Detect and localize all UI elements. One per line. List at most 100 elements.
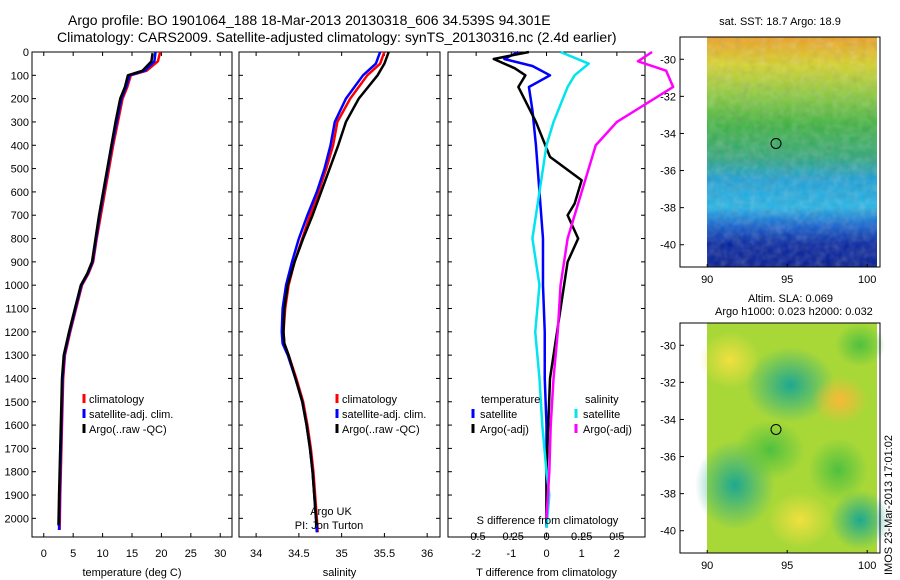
x-axis-label: T difference from climatology xyxy=(476,567,617,579)
x-tick-label: 25 xyxy=(185,548,197,560)
x-tick-label: 30 xyxy=(214,548,226,560)
depth-tick-label: 1600 xyxy=(5,420,29,432)
x-tick-label: 20 xyxy=(155,548,167,560)
legend-label: Argo(..raw -QC) xyxy=(89,424,167,436)
map-y-tick-label: -38 xyxy=(660,203,676,215)
map-y-tick-label: -30 xyxy=(660,54,676,66)
map-y-tick-label: -32 xyxy=(660,91,676,103)
map-y-tick-label: -32 xyxy=(660,377,676,389)
series-line xyxy=(282,51,390,526)
map-x-tick-label: 95 xyxy=(781,274,793,286)
map-y-tick-label: -38 xyxy=(660,489,676,501)
depth-tick-label: 1800 xyxy=(5,467,29,479)
depth-tick-label: 200 xyxy=(11,94,29,106)
argo-position-marker xyxy=(770,137,782,149)
depth-tick-label: 600 xyxy=(11,187,29,199)
legend-label: climatology xyxy=(342,394,398,406)
depth-tick-label: 1300 xyxy=(5,350,29,362)
difference-panel: -2 -1 0 1 2 T difference from climatology temp… xyxy=(447,50,675,579)
argo-position-marker xyxy=(770,423,782,435)
map-x-tick-label: 90 xyxy=(701,560,713,572)
annotation: PI: Jon Turton xyxy=(295,520,363,532)
x-tick-label: 35 xyxy=(336,548,348,560)
chart-title: S difference from climatology xyxy=(477,515,619,527)
x-tick-label: 0 xyxy=(543,548,549,560)
depth-tick-label: 1100 xyxy=(5,303,29,315)
legend-label: satellite-adj. clim. xyxy=(342,409,426,421)
x-tick-label: -1 xyxy=(506,548,516,560)
s-tick-label: 0.5 xyxy=(609,531,624,543)
x-tick-label: 1 xyxy=(579,548,585,560)
depth-tick-label: 1500 xyxy=(5,397,29,409)
plot-frame xyxy=(238,51,441,538)
x-axis-label: temperature (deg C) xyxy=(82,567,181,579)
depth-tick-label: 900 xyxy=(11,257,29,269)
x-tick-label: 35.5 xyxy=(374,548,395,560)
sst-heatmap-texture xyxy=(707,37,877,267)
legend-header: temperature xyxy=(481,394,540,406)
salinity-panel: 34 34.5 35 35.5 36 salinity climatology satelli… xyxy=(238,51,441,579)
series-line xyxy=(492,50,583,526)
map-x-tick-label: 95 xyxy=(781,560,793,572)
temperature-panel: 0100200300400500600700800900100011001200… xyxy=(5,47,233,579)
depth-tick-label: 1900 xyxy=(5,490,29,502)
depth-tick-label: 2000 xyxy=(5,513,29,525)
legend-label: satellite xyxy=(583,409,620,421)
depth-tick-label: 1700 xyxy=(5,443,29,455)
legend-label: satellite xyxy=(480,409,517,421)
legend-label: Argo(-adj) xyxy=(480,424,529,436)
map-y-tick-label: -40 xyxy=(660,240,676,252)
sla-map-title-1: Altim. SLA: 0.069 xyxy=(748,293,833,305)
x-tick-label: 2 xyxy=(614,548,620,560)
depth-tick-label: 1000 xyxy=(5,280,29,292)
legend-label: climatology xyxy=(89,394,145,406)
depth-tick-label: 1200 xyxy=(5,327,29,339)
x-tick-label: 15 xyxy=(126,548,138,560)
depth-tick-label: 800 xyxy=(11,234,29,246)
x-tick-label: 5 xyxy=(70,548,76,560)
x-tick-label: 10 xyxy=(96,548,108,560)
x-axis-label: salinity xyxy=(323,567,357,579)
legend-label: satellite-adj. clim. xyxy=(89,409,173,421)
s-tick-label: -0.5 xyxy=(467,531,486,543)
depth-tick-label: 500 xyxy=(11,164,29,176)
sla-map-panel: Altim. SLA: 0.069 Argo h1000: 0.023 h200… xyxy=(660,293,890,572)
legend-header: salinity xyxy=(585,394,619,406)
header-title: Argo profile: BO 1901064_188 18-Mar-2013… xyxy=(68,12,551,28)
header-subtitle: Climatology: CARS2009. Satellite-adjuste… xyxy=(57,29,617,45)
sst-map-title: sat. SST: 18.7 Argo: 18.9 xyxy=(719,16,841,28)
x-tick-label: 36 xyxy=(421,548,433,560)
depth-tick-label: 100 xyxy=(11,70,29,82)
plot-frame xyxy=(31,51,233,538)
imos-timestamp: IMOS 23-Mar-2013 17:01:02 xyxy=(883,435,895,575)
x-tick-label: 34 xyxy=(250,548,262,560)
map-border xyxy=(679,36,881,268)
map-y-tick-label: -34 xyxy=(660,128,676,140)
sla-map-title-2: Argo h1000: 0.023 h2000: 0.032 xyxy=(715,306,873,318)
map-x-tick-label: 100 xyxy=(858,274,876,286)
depth-tick-label: 0 xyxy=(23,47,29,59)
map-y-tick-label: -34 xyxy=(660,414,676,426)
s-tick-label: 0 xyxy=(543,531,549,543)
map-y-tick-label: -30 xyxy=(660,340,676,352)
depth-tick-label: 300 xyxy=(11,117,29,129)
map-border xyxy=(679,322,881,554)
series-line xyxy=(57,52,154,526)
depth-tick-label: 400 xyxy=(11,140,29,152)
legend-label: Argo(..raw -QC) xyxy=(342,424,420,436)
s-tick-label: -0.25 xyxy=(499,531,524,543)
series-line xyxy=(531,50,590,528)
x-tick-label: 34.5 xyxy=(288,548,309,560)
map-x-tick-label: 90 xyxy=(701,274,713,286)
s-tick-label: 0.25 xyxy=(571,531,592,543)
x-tick-label: 0 xyxy=(41,548,47,560)
depth-tick-label: 1400 xyxy=(5,373,29,385)
depth-tick-label: 700 xyxy=(11,210,29,222)
legend-label: Argo(-adj) xyxy=(583,424,632,436)
annotation: Argo UK xyxy=(310,506,352,518)
sla-heatmap xyxy=(695,323,890,553)
x-tick-label: -2 xyxy=(471,548,481,560)
sst-map-panel: sat. SST: 18.7 Argo: 18.9 90 95 100 -30 -32 -… xyxy=(660,16,881,286)
map-y-tick-label: -36 xyxy=(660,166,676,178)
map-y-tick-label: -36 xyxy=(660,452,676,464)
